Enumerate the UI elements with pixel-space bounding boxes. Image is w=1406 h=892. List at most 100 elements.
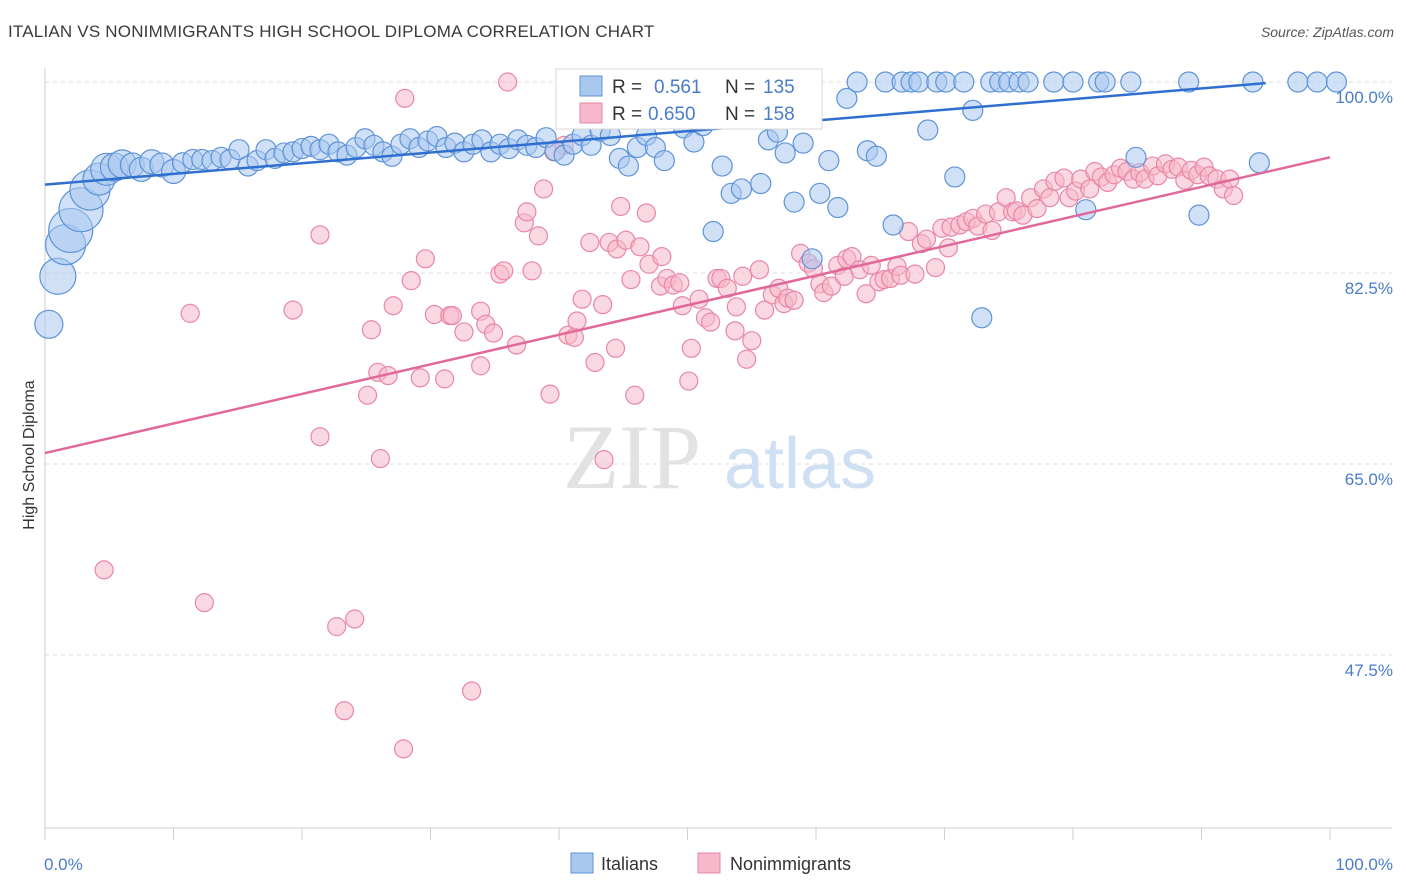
italians-point-113 [1094,71,1116,93]
italians-point-83 [792,132,814,154]
nonimmigrants-point-8 [345,609,365,629]
nonimmigrants-point-48 [593,295,613,315]
nonimmigrants-point-25 [462,681,482,701]
nonimmigrants-point-110 [938,238,958,258]
nonimmigrants-point-32 [498,72,518,92]
italians-point-115 [1125,146,1147,168]
nonimmigrants-point-35 [517,202,537,222]
italians-point-85 [809,182,831,204]
italians-trend-line [44,81,1266,186]
nonimmigrants-point-79 [749,260,770,280]
italians-point-73 [702,220,724,243]
legend-r-label-nonimmigrants: R = [612,104,642,125]
nonimmigrants-point-78 [742,331,762,351]
y-axis-label: High School Diploma [21,380,38,530]
nonimmigrants-point-6 [327,617,347,637]
bottom-swatch-nonimmigrants [697,852,721,874]
nonimmigrants-point-105 [905,264,925,284]
italians-point-108 [1017,71,1039,93]
italians-point-117 [1188,204,1210,226]
nonimmigrants-point-108 [925,257,946,278]
italians-point-89 [846,71,868,93]
nonimmigrants-point-51 [605,338,626,358]
nonimmigrants-point-47 [585,352,605,373]
legend-r-label-italians: R = [612,77,642,98]
nonimmigrants-point-75 [726,297,746,317]
italians-point-118 [1242,71,1264,93]
nonimmigrants-point-46 [580,232,600,253]
nonimmigrants-point-29 [483,323,504,343]
italians-point-0 [34,309,64,339]
stats-legend: R = 0.561 N = 135 R = 0.650 N = 158 [555,68,823,130]
italians-point-91 [865,145,887,167]
italians-point-114 [1120,71,1142,93]
x-tick-label-1: 100.0% [1335,855,1393,874]
y-tick-label-3: 47.5% [1345,661,1393,680]
y-tick-label-0: 100.0% [1335,88,1393,107]
watermark: ZIP atlas [563,406,876,508]
italians-point-88 [836,87,858,109]
nonimmigrants-point-0 [94,560,114,580]
nonimmigrants-point-58 [636,203,656,223]
nonimmigrants-point-91 [821,276,842,296]
nonimmigrants-point-76 [733,266,753,286]
y-tick-label-2: 65.0% [1345,470,1393,489]
nonimmigrants-point-19 [415,249,435,269]
italians-point-120 [1287,71,1309,93]
italians-point-74 [711,155,733,177]
nonimmigrants-point-61 [652,247,672,267]
axes [44,68,1392,840]
nonimmigrants-point-70 [701,312,721,332]
nonimmigrants-point-5 [310,225,330,245]
italians-point-110 [1062,71,1084,93]
nonimmigrants-point-10 [361,320,381,340]
italians-point-97 [917,119,939,141]
nonimmigrants-point-7 [334,701,355,721]
chart-title: ITALIAN VS NONIMMIGRANTS HIGH SCHOOL DIP… [8,22,655,41]
legend-n-value-italians: 135 [763,77,795,98]
trend-lines [44,81,1331,455]
nonimmigrants-point-45 [572,289,592,309]
italians-point-102 [962,99,984,121]
italians-point-81 [774,142,796,164]
nonimmigrants-point-23 [442,305,462,326]
italians-point-96 [908,71,930,93]
y-tick-label-1: 82.5% [1345,279,1393,298]
watermark-zip: ZIP [563,406,701,508]
italians-point-71 [683,131,705,153]
italians-point-119 [1248,152,1270,174]
nonimmigrants-point-2 [194,593,214,613]
nonimmigrants-point-57 [630,237,650,257]
legend-swatch-nonimmigrants [579,102,603,124]
nonimmigrants-trend-line [44,156,1331,455]
legend-n-value-nonimmigrants: 158 [763,104,795,125]
nonimmigrants-point-4 [310,427,330,447]
nonimmigrants-point-44 [567,311,587,331]
italians-point-93 [882,214,904,236]
italians-point-101 [953,71,975,93]
nonimmigrants-point-74 [725,321,745,341]
watermark-atlas: atlas [724,424,876,504]
nonimmigrants-point-126 [1040,188,1060,208]
nonimmigrants-point-66 [679,371,699,391]
legend-n-label-nonimmigrants: N = [725,104,755,125]
nonimmigrants-point-1 [180,303,200,323]
legend-swatch-italians [579,75,603,97]
nonimmigrants-point-77 [737,349,757,369]
nonimmigrants-point-3 [283,300,303,320]
italians-point-82 [783,191,805,213]
nonimmigrants-point-55 [621,269,641,290]
nonimmigrants-point-68 [689,289,709,309]
nonimmigrants-point-107 [916,229,937,249]
nonimmigrants-point-49 [594,450,614,470]
nonimmigrants-point-155 [1224,185,1244,206]
nonimmigrants-point-18 [410,368,430,388]
italians-point-86 [818,149,840,172]
nonimmigrants-point-37 [528,226,549,246]
x-tick-label-0: 0.0% [44,855,83,874]
nonimmigrants-point-39 [540,384,560,404]
nonimmigrants-point-124 [1027,199,1047,219]
nonimmigrants-point-14 [383,296,403,316]
nonimmigrants-point-24 [454,322,474,342]
